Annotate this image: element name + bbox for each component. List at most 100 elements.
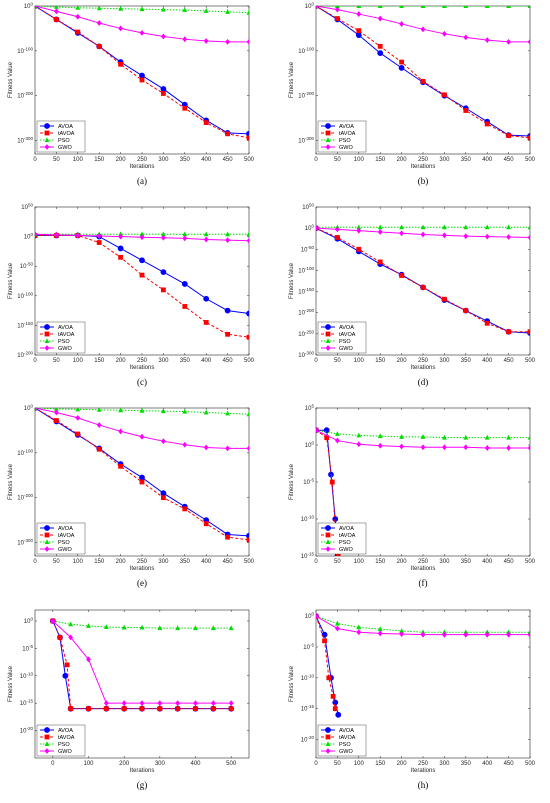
marker-square xyxy=(139,706,145,712)
legend-label: AVOA xyxy=(339,124,354,130)
x-tick-label: 300 xyxy=(439,761,450,767)
marker-triangle xyxy=(225,9,230,14)
marker-diamond xyxy=(118,25,123,32)
y-tick-label: 10-50 xyxy=(301,245,315,254)
x-tick-label: 500 xyxy=(525,559,536,565)
legend-label: tAVOA xyxy=(58,131,75,137)
marker-square xyxy=(182,506,188,512)
marker-triangle xyxy=(335,620,340,626)
marker-diamond xyxy=(420,231,426,238)
marker-diamond xyxy=(121,700,127,707)
marker-square xyxy=(139,479,145,485)
legend-label: AVOA xyxy=(58,728,73,734)
y-tick-label: 10-100 xyxy=(17,46,33,55)
y-tick-label: 10-100 xyxy=(17,448,33,457)
y-tick-label: 10-200 xyxy=(17,493,33,502)
x-tick-label: 400 xyxy=(190,761,201,767)
legend-label: tAVOA xyxy=(339,332,356,338)
y-tick-label: 10-150 xyxy=(298,287,314,296)
marker-circle xyxy=(325,324,331,330)
marker-triangle xyxy=(325,137,331,142)
marker-diamond xyxy=(325,144,331,150)
marker-square xyxy=(325,532,331,538)
x-tick-label: 500 xyxy=(525,358,536,364)
marker-triangle xyxy=(225,410,230,416)
x-tick-label: 0 xyxy=(314,761,318,767)
marker-triangle xyxy=(118,6,123,11)
marker-square xyxy=(420,78,426,84)
chart-panel: 0 50 100 150 200 250 300 350 400 450 500 100 10-5 10-… xyxy=(289,609,536,790)
marker-square xyxy=(356,246,362,252)
marker-triangle xyxy=(356,624,362,630)
marker-triangle xyxy=(103,624,109,629)
legend-label: AVOA xyxy=(58,124,73,130)
chart-panel: 0 50 100 150 200 250 300 350 400 450 500 1050 100 10-… xyxy=(8,203,255,388)
legend-label: PSO xyxy=(58,339,70,345)
marker-square xyxy=(182,304,188,309)
marker-triangle xyxy=(399,6,404,8)
x-tick-label: 450 xyxy=(504,761,515,767)
marker-triangle xyxy=(484,6,490,8)
marker-square xyxy=(75,431,81,437)
marker-square xyxy=(86,706,91,712)
y-axis-label: Fitness Value xyxy=(8,61,14,98)
marker-diamond xyxy=(103,700,109,707)
marker-circle xyxy=(355,32,362,39)
marker-square xyxy=(506,133,511,139)
marker-diamond xyxy=(484,631,490,638)
marker-square xyxy=(246,537,249,543)
marker-square xyxy=(399,273,404,278)
marker-diamond xyxy=(527,631,530,638)
marker-diamond xyxy=(484,445,490,451)
marker-triangle xyxy=(463,434,469,440)
marker-triangle xyxy=(228,625,234,631)
marker-square xyxy=(527,135,530,141)
legend-label: tAVOA xyxy=(58,735,75,741)
x-tick-label: 50 xyxy=(53,157,60,163)
x-tick-label: 100 xyxy=(73,559,84,565)
marker-square xyxy=(484,121,490,127)
marker-square xyxy=(118,254,123,260)
marker-triangle xyxy=(175,625,181,631)
x-tick-label: 150 xyxy=(94,559,105,565)
marker-triangle xyxy=(420,434,426,439)
marker-square xyxy=(161,91,166,96)
series-group xyxy=(49,618,235,712)
marker-circle xyxy=(139,474,145,481)
marker-circle xyxy=(246,310,249,317)
marker-diamond xyxy=(399,21,404,27)
series-group xyxy=(35,231,249,340)
marker-triangle xyxy=(96,6,102,11)
marker-triangle xyxy=(356,6,362,8)
x-tick-label: 450 xyxy=(504,157,515,163)
marker-diamond xyxy=(442,444,447,451)
y-axis-label: Fitness Value xyxy=(289,61,295,98)
y-tick-label: 10-200 xyxy=(298,91,314,100)
series-line-pso xyxy=(316,429,530,439)
y-axis-label: Fitness Value xyxy=(8,665,14,702)
marker-diamond xyxy=(203,444,209,451)
marker-square xyxy=(96,43,102,49)
marker-circle xyxy=(246,130,249,137)
marker-square xyxy=(96,240,102,245)
marker-diamond xyxy=(139,234,145,241)
marker-diamond xyxy=(54,231,59,238)
marker-diamond xyxy=(161,438,166,445)
marker-diamond xyxy=(246,38,249,45)
marker-diamond xyxy=(86,656,91,663)
marker-diamond xyxy=(399,631,404,637)
marker-diamond xyxy=(44,546,50,552)
chart-panel: 0 50 100 150 200 250 300 350 400 450 500 1050 100 10-… xyxy=(289,203,536,388)
marker-triangle xyxy=(377,6,383,8)
marker-diamond xyxy=(356,11,362,17)
marker-diamond xyxy=(316,427,319,434)
marker-triangle xyxy=(246,231,249,237)
x-tick-label: 0 xyxy=(33,157,37,163)
marker-triangle xyxy=(377,626,383,632)
marker-square xyxy=(182,105,188,111)
marker-diamond xyxy=(335,625,340,632)
y-tick-label: 10-10 xyxy=(301,673,315,682)
marker-diamond xyxy=(463,444,469,451)
marker-square xyxy=(161,287,166,293)
panel-label: (e) xyxy=(137,578,147,588)
